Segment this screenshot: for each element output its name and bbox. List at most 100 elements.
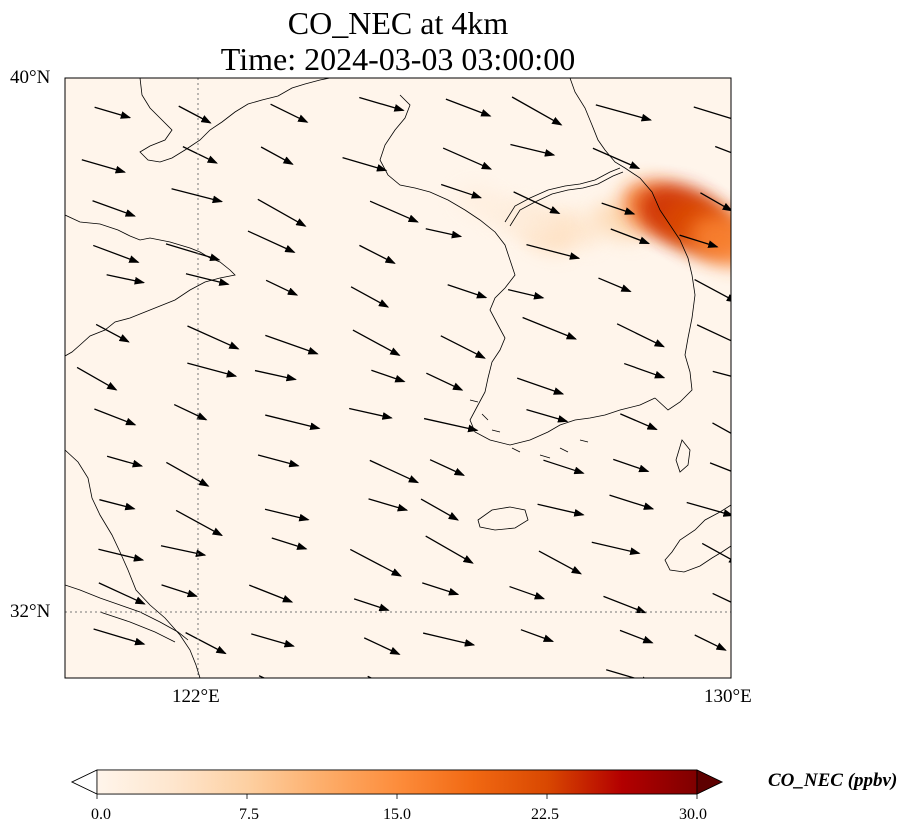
wind-arrow <box>609 494 655 510</box>
wind-arrow <box>363 637 401 655</box>
wind-arrow <box>694 634 727 651</box>
wind-vectors <box>76 96 731 702</box>
wind-arrow <box>76 366 118 391</box>
wind-arrow <box>613 458 650 473</box>
wind-arrow <box>349 548 402 577</box>
wind-arrow <box>247 230 296 253</box>
wind-arrow <box>422 632 476 647</box>
wind-arrow <box>371 369 406 383</box>
colorbar-tick-label: 7.5 <box>239 806 259 823</box>
wind-arrow <box>94 106 132 119</box>
wind-arrow <box>440 335 486 359</box>
coastline-korea-east <box>569 78 696 411</box>
wind-arrow <box>595 104 652 122</box>
wind-arrow <box>425 535 474 564</box>
colorbar-label: CO_NEC (ppbv) <box>768 770 898 791</box>
wind-arrow <box>81 159 126 174</box>
wind-arrow <box>369 459 420 484</box>
wind-arrow <box>182 146 218 164</box>
wind-arrow <box>251 633 295 648</box>
wind-arrow <box>106 455 144 468</box>
wind-arrow <box>507 288 545 300</box>
wind-arrow <box>700 192 731 212</box>
wind-arrow <box>426 684 470 702</box>
wind-arrow <box>522 316 577 340</box>
gridlines <box>65 78 731 678</box>
wind-arrow <box>106 274 146 285</box>
wind-arrow <box>173 403 208 421</box>
wind-arrow <box>623 362 666 379</box>
wind-arrow <box>271 537 308 550</box>
map-background <box>65 78 731 678</box>
wind-arrow <box>619 629 654 644</box>
wind-arrow <box>264 508 310 522</box>
wind-arrow <box>538 550 583 575</box>
map-axes <box>64 77 732 702</box>
coastline-liaodong <box>139 78 331 163</box>
coastline-china-south <box>65 449 201 678</box>
wind-arrow <box>422 582 460 596</box>
wind-arrow <box>445 98 492 117</box>
wind-arrow <box>165 243 221 261</box>
wind-arrow <box>94 408 137 426</box>
wind-arrow <box>440 183 483 199</box>
wind-arrow <box>265 279 299 296</box>
dmz-line <box>504 167 621 223</box>
wind-arrow <box>420 498 459 521</box>
lat-tick-label-40: 40°N <box>10 67 51 88</box>
wind-arrow <box>693 106 731 120</box>
wind-arrow <box>696 324 731 342</box>
wind-arrow <box>265 334 319 355</box>
wind-arrow <box>257 198 307 227</box>
wind-arrow <box>175 509 223 537</box>
plume-cell <box>689 215 731 267</box>
wind-arrow <box>709 462 731 472</box>
map-subtitle-time: Time: 2024-03-03 03:00:00 <box>220 41 576 77</box>
wind-arrow <box>270 103 309 123</box>
wind-arrow <box>598 277 632 293</box>
colorbar-gradient <box>96 769 698 795</box>
wind-arrow <box>98 582 146 605</box>
wind-arrow <box>359 96 405 112</box>
wind-arrow <box>442 147 493 170</box>
coastline-tsushima <box>675 439 691 473</box>
coastline-jeju <box>477 506 529 531</box>
wind-arrow <box>258 675 266 678</box>
wind-arrow <box>526 243 581 260</box>
wind-arrow <box>92 682 143 694</box>
wind-arrow <box>368 498 409 512</box>
colorbar-tick-label: 22.5 <box>531 806 559 823</box>
map-frame <box>64 77 732 679</box>
wind-arrow <box>679 234 719 248</box>
wind-arrow <box>426 372 464 391</box>
wind-arrow <box>603 595 647 614</box>
wind-arrow <box>511 96 563 126</box>
wind-arrow <box>187 325 240 350</box>
wind-arrow <box>537 503 585 517</box>
wind-arrow <box>543 459 585 475</box>
wind-arrow <box>714 145 731 154</box>
wind-arrow <box>447 284 488 299</box>
wind-arrow <box>352 329 401 356</box>
coastline-yangtze <box>65 584 189 643</box>
colorbar-extend-low <box>71 769 98 795</box>
wind-arrow <box>610 228 651 245</box>
wind-arrow <box>254 369 297 382</box>
colorbar <box>71 769 723 799</box>
wind-arrow <box>257 454 300 468</box>
wind-arrow <box>513 191 561 215</box>
wind-arrow <box>353 598 390 612</box>
wind-arrow <box>429 459 465 476</box>
wind-arrow <box>425 228 463 239</box>
wind-arrow <box>185 273 230 286</box>
wind-arrow <box>350 286 390 308</box>
wind-arrow <box>185 632 227 655</box>
lat-tick-label-32: 32°N <box>10 601 51 622</box>
wind-arrow <box>93 244 140 263</box>
wind-arrow <box>342 157 388 172</box>
wind-arrow <box>369 200 419 223</box>
wind-arrow <box>509 585 546 600</box>
wind-arrow <box>517 377 565 395</box>
wind-arrow <box>92 200 136 217</box>
